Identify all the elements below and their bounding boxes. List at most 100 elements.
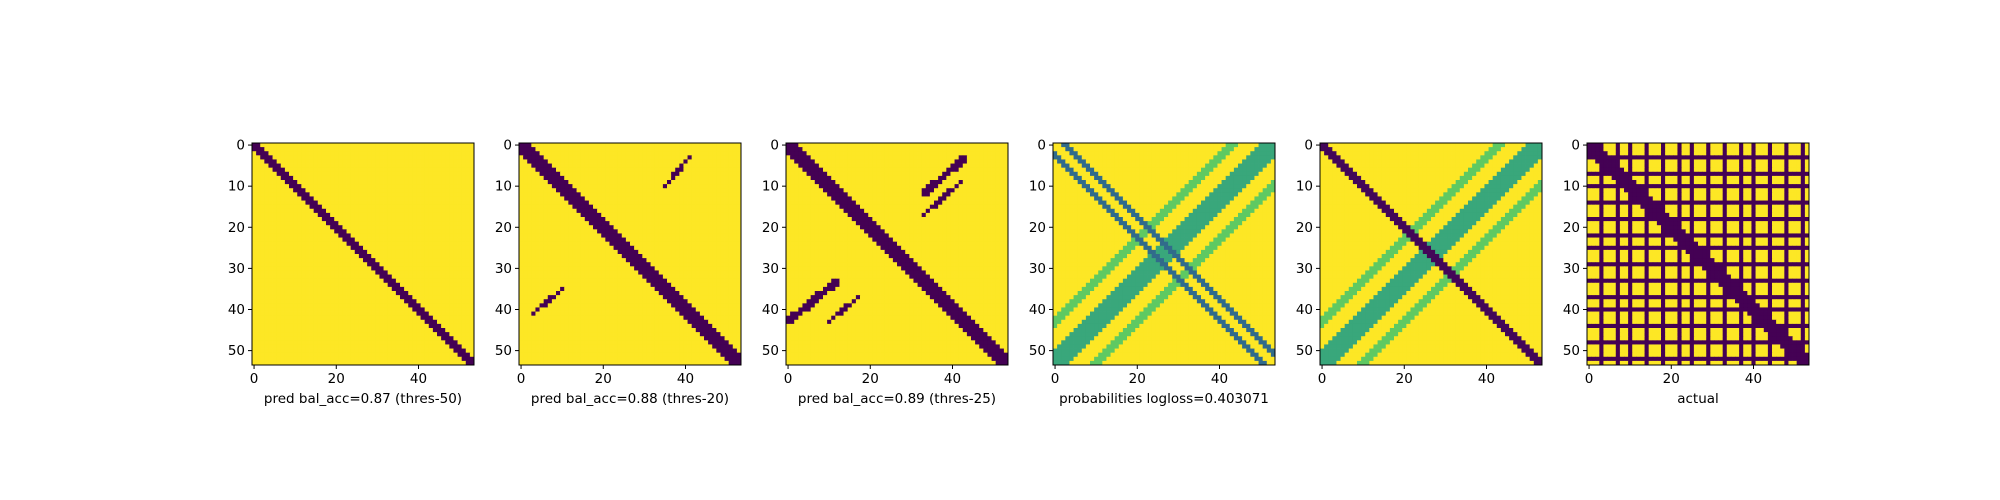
- heatmap-cell: [404, 229, 409, 234]
- heatmap-cell: [326, 266, 331, 271]
- heatmap-cell: [301, 266, 306, 271]
- heatmap-cell: [630, 208, 635, 214]
- heatmap-cell: [367, 262, 372, 267]
- heatmap-cell: [469, 221, 475, 226]
- heatmap-cell: [716, 233, 721, 238]
- heatmap-cell: [469, 192, 475, 197]
- heatmap-cell: [704, 229, 709, 234]
- heatmap-cell: [617, 225, 623, 230]
- axes-frame: [251, 142, 475, 366]
- heatmap-cell: [346, 155, 352, 160]
- heatmap-cell: [338, 360, 343, 366]
- heatmap-cell: [326, 315, 331, 321]
- heatmap-cell: [256, 196, 261, 201]
- heatmap-cell: [363, 291, 368, 296]
- heatmap-cell: [321, 208, 327, 214]
- heatmap-cell: [732, 249, 738, 255]
- heatmap-cell: [391, 282, 397, 288]
- heatmap-cell: [395, 328, 401, 333]
- heatmap-cell: [317, 336, 323, 341]
- heatmap-cell: [367, 200, 372, 206]
- heatmap-cell: [580, 204, 586, 210]
- heatmap-cell: [301, 159, 306, 164]
- heatmap-cell: [391, 344, 397, 349]
- heatmap-cell: [556, 291, 561, 296]
- heatmap-cell: [387, 200, 393, 206]
- heatmap-cell: [523, 245, 528, 251]
- heatmap-cell: [588, 225, 594, 230]
- heatmap-cell: [708, 282, 713, 288]
- heatmap-cell: [699, 254, 705, 259]
- heatmap-cell: [453, 188, 458, 193]
- heatmap-cell: [256, 249, 261, 255]
- heatmap-cell: [293, 352, 298, 358]
- heatmap-cell: [469, 319, 475, 325]
- heatmap-cell: [412, 340, 417, 345]
- heatmap-cell: [326, 270, 331, 275]
- heatmap-cell: [445, 336, 450, 341]
- heatmap-cell: [379, 188, 384, 193]
- heatmap-cell: [621, 217, 627, 222]
- heatmap-cell: [379, 303, 384, 308]
- heatmap-cell: [284, 208, 290, 214]
- heatmap-cell: [346, 188, 352, 193]
- heatmap-cell: [683, 171, 688, 177]
- heatmap-cell: [289, 344, 294, 349]
- heatmap-cell: [609, 184, 614, 189]
- heatmap-cell: [630, 171, 635, 177]
- heatmap-cell: [732, 180, 738, 185]
- heatmap-cell: [387, 315, 393, 321]
- heatmap-cell: [354, 212, 360, 218]
- heatmap-cell: [580, 175, 586, 181]
- heatmap-cell: [437, 348, 442, 354]
- heatmap-cell: [732, 159, 738, 164]
- heatmap-cell: [420, 217, 426, 222]
- heatmap-cell: [650, 188, 656, 193]
- heatmap-cell: [605, 204, 610, 210]
- heatmap-cell: [535, 278, 540, 284]
- heatmap-cell: [367, 159, 372, 164]
- heatmap-cell: [543, 237, 549, 243]
- heatmap-cell: [317, 291, 323, 296]
- heatmap-cell: [437, 307, 442, 312]
- heatmap-cell: [338, 204, 343, 210]
- heatmap-cell: [531, 208, 536, 214]
- heatmap-cell: [432, 155, 438, 160]
- heatmap-cell: [724, 147, 730, 152]
- heatmap-cell: [564, 208, 569, 214]
- heatmap-cell: [416, 295, 421, 300]
- heatmap-cell: [313, 262, 319, 267]
- heatmap-cell: [704, 254, 709, 259]
- heatmap-cell: [404, 270, 409, 275]
- heatmap-cell: [687, 295, 693, 300]
- heatmap-cell: [593, 143, 598, 148]
- heatmap-cell: [556, 254, 561, 259]
- heatmap-cell: [354, 245, 360, 251]
- heatmap-cell: [621, 208, 627, 214]
- heatmap-cell: [457, 229, 463, 234]
- heatmap-cell: [465, 278, 471, 284]
- heatmap-cell: [704, 295, 709, 300]
- heatmap-cell: [404, 262, 409, 267]
- heatmap-cell: [630, 258, 635, 263]
- heatmap-cell: [638, 286, 643, 292]
- heatmap-cell: [342, 319, 347, 325]
- heatmap-cell: [404, 299, 409, 304]
- heatmap-cell: [461, 200, 467, 206]
- heatmap-cell: [691, 270, 697, 275]
- heatmap-cell: [712, 291, 717, 296]
- heatmap-cell: [650, 200, 656, 206]
- heatmap-cell: [704, 192, 709, 197]
- heatmap-cell: [346, 295, 352, 300]
- heatmap-cell: [437, 184, 442, 189]
- heatmap-cell: [617, 254, 623, 259]
- heatmap-cell: [432, 274, 438, 280]
- heatmap-cell: [601, 286, 606, 292]
- heatmap-cell: [584, 159, 590, 164]
- heatmap-cell: [551, 295, 557, 300]
- heatmap-cell: [412, 303, 417, 308]
- heatmap-cell: [617, 192, 623, 197]
- heatmap-cell: [334, 270, 339, 275]
- heatmap-cell: [560, 286, 565, 292]
- heatmap-cell: [297, 167, 302, 173]
